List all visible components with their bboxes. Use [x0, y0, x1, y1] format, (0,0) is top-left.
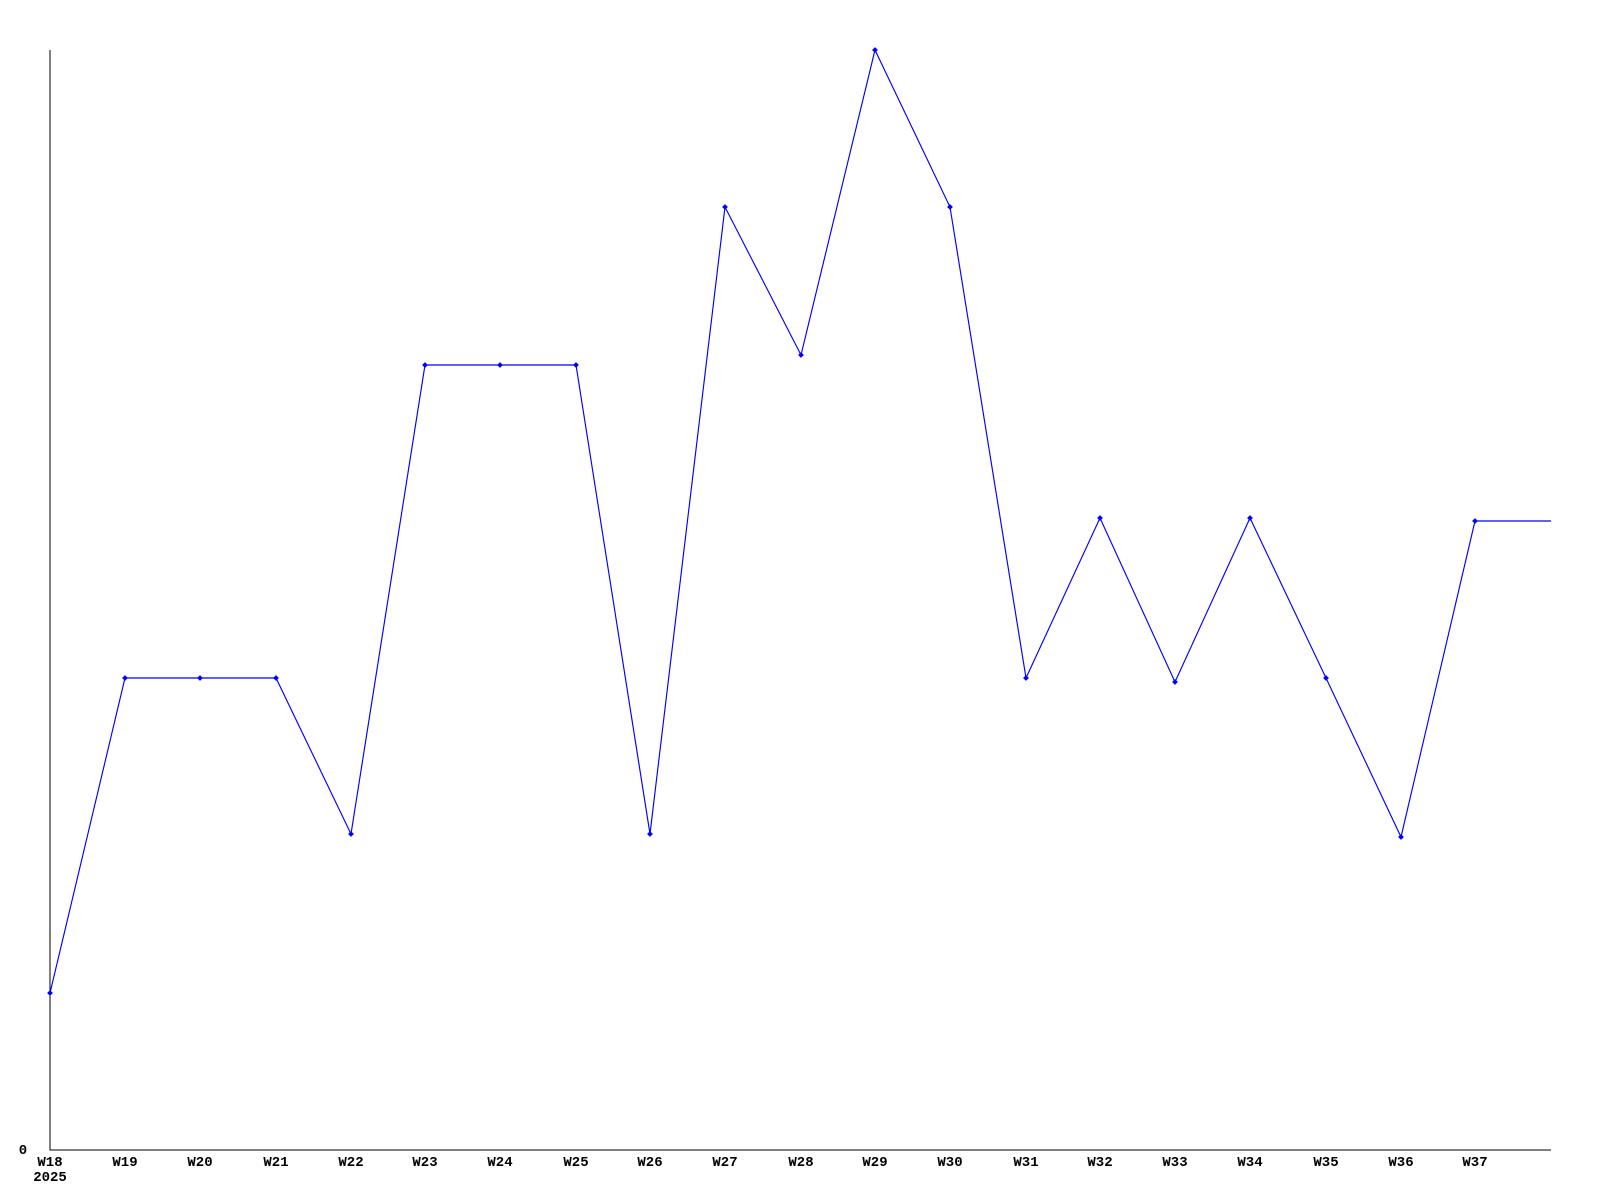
svg-text:W29: W29 — [862, 1155, 887, 1171]
svg-text:W28: W28 — [788, 1155, 813, 1171]
svg-text:W26: W26 — [637, 1155, 662, 1171]
svg-text:W19: W19 — [112, 1155, 137, 1171]
svg-text:W23: W23 — [412, 1155, 437, 1171]
svg-text:W33: W33 — [1162, 1155, 1187, 1171]
svg-text:0: 0 — [19, 1143, 27, 1159]
svg-text:W21: W21 — [263, 1155, 288, 1171]
svg-text:W24: W24 — [487, 1155, 512, 1171]
svg-text:W31: W31 — [1013, 1155, 1038, 1171]
svg-text:W34: W34 — [1237, 1155, 1262, 1171]
svg-text:W36: W36 — [1388, 1155, 1413, 1171]
svg-text:W30: W30 — [937, 1155, 962, 1171]
svg-text:W18: W18 — [37, 1155, 62, 1171]
svg-text:W35: W35 — [1313, 1155, 1338, 1171]
svg-text:W32: W32 — [1087, 1155, 1112, 1171]
svg-text:W25: W25 — [563, 1155, 588, 1171]
svg-text:W37: W37 — [1462, 1155, 1487, 1171]
svg-text:W20: W20 — [187, 1155, 212, 1171]
svg-text:W22: W22 — [338, 1155, 363, 1171]
svg-text:2025: 2025 — [33, 1170, 67, 1186]
svg-text:W27: W27 — [712, 1155, 737, 1171]
